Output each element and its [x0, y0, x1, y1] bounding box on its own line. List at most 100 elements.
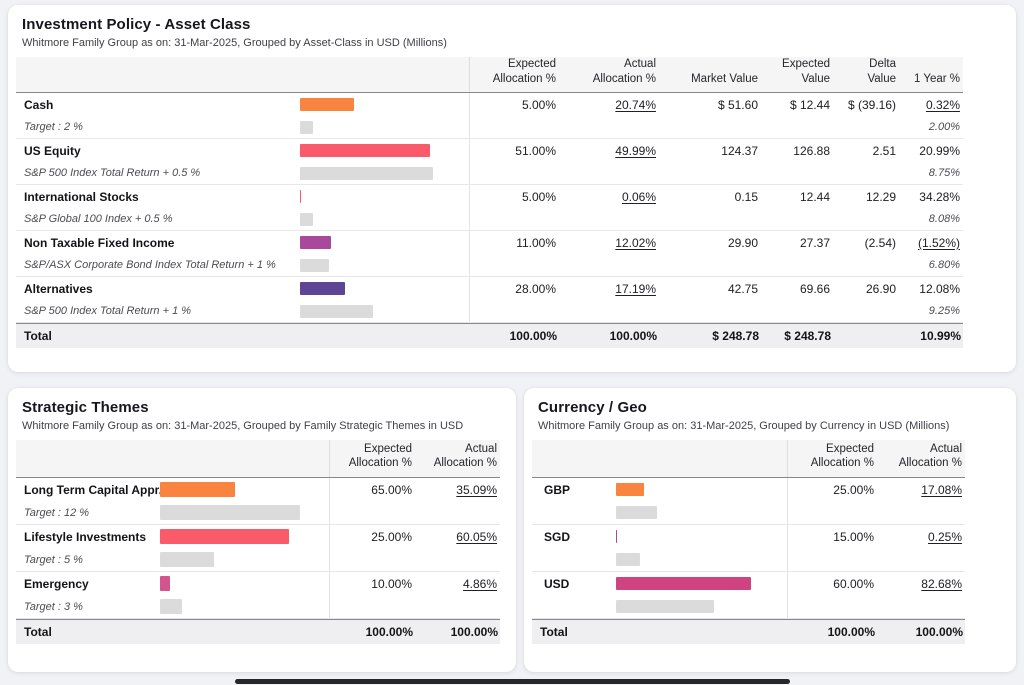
- expected-allocation-value: 60.00%: [833, 576, 874, 591]
- asset-class-panel: Investment Policy - Asset Class Whitmore…: [8, 5, 1016, 372]
- header-spacer: [16, 440, 330, 477]
- expected-allocation-value: 5.00%: [521, 97, 556, 112]
- asset-class-table: Expected Allocation % Actual Allocation …: [16, 57, 963, 348]
- actual-allocation-bar: [300, 236, 332, 249]
- currency-name: GBP: [544, 482, 571, 497]
- total-label: Total: [24, 625, 52, 639]
- actual-allocation-link[interactable]: 0.25%: [927, 529, 962, 544]
- table-row: Cash Target : 2 % 5.00% 20.74% $ 51.60 $…: [16, 93, 963, 139]
- expected-allocation-value: 15.00%: [833, 529, 874, 544]
- asset-name: US Equity: [24, 143, 81, 158]
- delta-value: 26.90: [865, 281, 896, 296]
- actual-allocation-link[interactable]: 49.99%: [615, 143, 656, 158]
- total-expected-allocation: 100.00%: [509, 329, 557, 343]
- theme-name: Emergency: [24, 576, 89, 591]
- benchmark-label: S&P/ASX Corporate Bond Index Total Retur…: [24, 259, 276, 271]
- strategic-themes-table: Expected Allocation % Actual Allocation …: [16, 440, 500, 644]
- actual-allocation-link[interactable]: 82.68%: [921, 576, 962, 591]
- table-row: Non Taxable Fixed Income S&P/ASX Corpora…: [16, 231, 963, 277]
- currency-name: SGD: [544, 529, 571, 544]
- actual-allocation-bar: [300, 98, 354, 111]
- actual-allocation-link[interactable]: 17.08%: [921, 482, 962, 497]
- one-year-link[interactable]: 0.32%: [925, 97, 960, 112]
- total-label: Total: [24, 329, 52, 343]
- target-label: Target : 3 %: [24, 600, 83, 613]
- expected-allocation-value: 10.00%: [371, 576, 412, 591]
- benchmark-return: 8.75%: [928, 167, 960, 179]
- total-actual-allocation: 100.00%: [609, 329, 657, 343]
- market-value: $ 51.60: [717, 97, 758, 112]
- actual-allocation-link[interactable]: 4.86%: [462, 576, 497, 591]
- one-year-value: 34.28%: [919, 189, 960, 204]
- table-row: US Equity S&P 500 Index Total Return + 0…: [16, 139, 963, 185]
- table-row: Emergency Target : 3 % 10.00% 4.86%: [16, 572, 500, 619]
- actual-allocation-bar: [616, 577, 751, 590]
- actual-allocation-link[interactable]: 12.02%: [615, 235, 656, 250]
- benchmark-return: 9.25%: [928, 305, 960, 317]
- total-row: Total 100.00% 100.00%: [16, 619, 500, 644]
- actual-allocation-bar: [160, 482, 236, 497]
- expected-allocation-bar: [616, 600, 714, 613]
- expected-allocation-bar: [160, 552, 214, 567]
- target-label: Target : 12 %: [24, 506, 90, 519]
- total-one-year: 10.99%: [920, 329, 961, 343]
- delta-value: (2.54): [864, 235, 896, 250]
- total-market-value: $ 248.78: [712, 329, 759, 343]
- actual-allocation-link[interactable]: 60.05%: [456, 529, 497, 544]
- one-year-value: 20.99%: [919, 143, 960, 158]
- page-title: Investment Policy - Asset Class: [22, 16, 251, 33]
- expected-allocation-value: 25.00%: [833, 482, 874, 497]
- total-delta-value: [833, 329, 899, 343]
- panel-subtitle: Whitmore Family Group as on: 31-Mar-2025…: [538, 420, 950, 432]
- expected-allocation-bar: [300, 120, 313, 134]
- total-expected-allocation: 100.00%: [827, 625, 875, 639]
- theme-name: Lifestyle Investments: [24, 529, 147, 544]
- actual-allocation-link[interactable]: 0.06%: [621, 189, 656, 204]
- one-year-value: 12.08%: [919, 281, 960, 296]
- market-value: 124.37: [721, 143, 758, 158]
- benchmark-return: 2.00%: [928, 121, 960, 133]
- actual-allocation-bar: [160, 529, 290, 544]
- delta-value: $ (39.16): [847, 97, 896, 112]
- market-value: 29.90: [727, 235, 758, 250]
- actual-allocation-link[interactable]: 20.74%: [615, 97, 656, 112]
- benchmark-label: S&P 500 Index Total Return + 1 %: [24, 305, 192, 317]
- expected-allocation-value: 28.00%: [515, 281, 556, 296]
- currency-geo-panel: Currency / Geo Whitmore Family Group as …: [524, 388, 1016, 672]
- expected-allocation-bar: [160, 599, 182, 614]
- actual-allocation-link[interactable]: 35.09%: [456, 482, 497, 497]
- panel-title: Strategic Themes: [22, 399, 149, 416]
- table-header-row: Expected Allocation % Actual Allocation …: [16, 57, 963, 93]
- total-actual-allocation: 100.00%: [915, 625, 963, 639]
- market-value: 0.15: [734, 189, 758, 204]
- expected-value: 126.88: [793, 143, 830, 158]
- theme-name: Long Term Capital Appr...: [24, 482, 160, 497]
- column-header-expected-value: Expected Value: [782, 58, 830, 85]
- total-expected-value: $ 248.78: [784, 329, 831, 343]
- table-header-row: Expected Allocation % Actual Allocation …: [532, 440, 965, 478]
- expected-allocation-bar: [616, 506, 657, 519]
- actual-allocation-link[interactable]: 17.19%: [615, 281, 656, 296]
- expected-value: 69.66: [799, 281, 830, 296]
- column-header-expected-allocation: Expected Allocation %: [492, 58, 556, 85]
- benchmark-return: 6.80%: [928, 259, 960, 271]
- expected-value: 12.44: [799, 189, 830, 204]
- actual-allocation-bar: [616, 483, 644, 496]
- column-header-1-year: 1 Year %: [913, 72, 960, 85]
- table-row: Lifestyle Investments Target : 5 % 25.00…: [16, 525, 500, 572]
- expected-allocation-value: 11.00%: [516, 235, 556, 250]
- one-year-link[interactable]: (1.52%): [917, 235, 960, 250]
- total-actual-allocation: 100.00%: [450, 625, 498, 639]
- table-row: USD 60.00% 82.68%: [532, 572, 965, 619]
- table-row: Long Term Capital Appr... Target : 12 % …: [16, 478, 500, 525]
- asset-name: Non Taxable Fixed Income: [24, 235, 175, 250]
- column-header-actual-allocation: Actual Allocation %: [433, 442, 497, 470]
- expected-allocation-bar: [160, 505, 300, 520]
- panel-subtitle: Whitmore Family Group as on: 31-Mar-2025…: [22, 37, 447, 49]
- total-expected-allocation: 100.00%: [365, 625, 413, 639]
- total-label: Total: [540, 625, 568, 639]
- market-value: 42.75: [727, 281, 758, 296]
- expected-allocation-value: 5.00%: [521, 189, 556, 204]
- target-label: Target : 5 %: [24, 553, 83, 566]
- total-row: Total 100.00% 100.00%: [532, 619, 965, 644]
